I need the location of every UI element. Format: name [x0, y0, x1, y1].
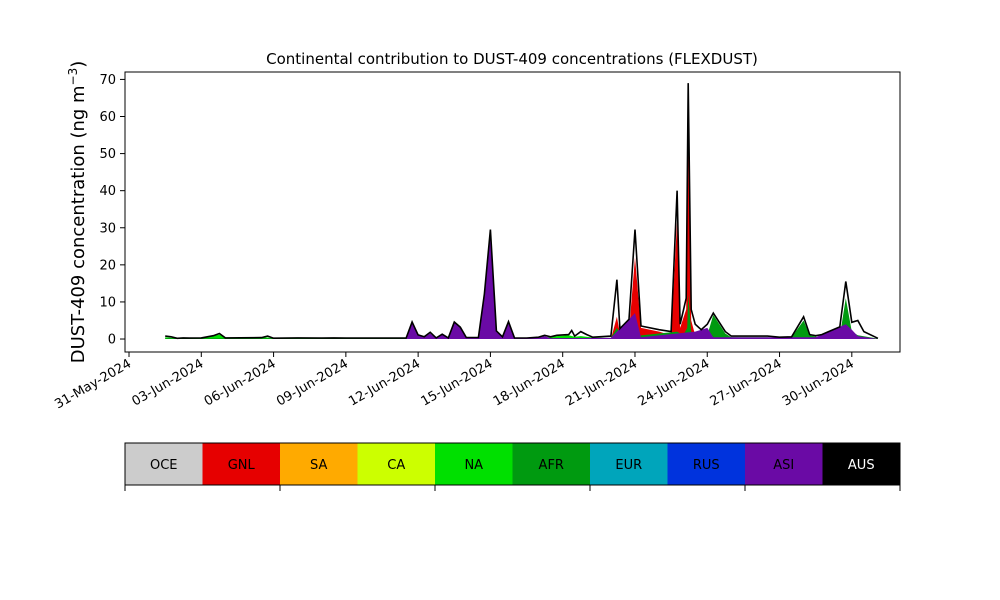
chart-title: Continental contribution to DUST-409 con… — [266, 50, 758, 68]
y-axis-label-main: DUST-409 concentration (ng m — [68, 85, 89, 363]
legend-swatch-eur — [590, 443, 668, 485]
legend-label-oce: OCE — [150, 458, 178, 473]
y-tick-label: 0 — [108, 333, 116, 348]
legend-swatch-gnl — [202, 443, 281, 485]
legend-label-rus: RUS — [693, 458, 720, 473]
x-tick-label: 30-Jun-2024 — [780, 356, 857, 409]
legend-swatch-rus — [667, 443, 746, 485]
legend-swatch-sa — [280, 443, 358, 485]
x-tick-label: 27-Jun-2024 — [708, 356, 785, 409]
x-tick-label: 21-Jun-2024 — [563, 356, 640, 409]
y-tick-label: 50 — [99, 147, 116, 162]
y-axis-label-close: ) — [68, 61, 89, 68]
x-tick-label: 09-Jun-2024 — [274, 356, 351, 409]
y-tick-label: 30 — [99, 221, 116, 236]
y-tick-label: 60 — [99, 110, 116, 125]
legend-swatch-oce — [125, 443, 203, 485]
series-area-asi — [165, 229, 878, 339]
legend-label-na: NA — [464, 458, 483, 473]
series-area-afr — [165, 294, 878, 339]
x-tick-label: 12-Jun-2024 — [346, 356, 423, 409]
y-tick-label: 20 — [99, 258, 116, 273]
legend-frame — [124, 442, 901, 486]
x-tick-label: 24-Jun-2024 — [635, 356, 712, 409]
total-outline — [165, 83, 879, 340]
legend-label-gnl: GNL — [228, 458, 256, 473]
x-axis: 31-May-202403-Jun-202406-Jun-202409-Jun-… — [52, 352, 857, 412]
x-tick-label: 18-Jun-2024 — [491, 356, 568, 409]
legend-label-sa: SA — [310, 458, 327, 473]
x-tick-label: 06-Jun-2024 — [202, 356, 279, 409]
series-layer — [165, 135, 878, 339]
y-axis-label-exponent: −3 — [66, 68, 80, 86]
legend-label-ca: CA — [387, 458, 405, 473]
legend-swatch-aus — [822, 443, 901, 485]
y-tick-label: 70 — [99, 73, 116, 88]
legend-label-aus: AUS — [848, 458, 875, 473]
y-axis: 0 10 20 30 40 50 60 70 — [99, 73, 125, 348]
legend-label-eur: EUR — [615, 458, 642, 473]
legend-colorbar: OCE GNL SA CA NA AFR EUR RUS ASI AUS — [124, 442, 901, 491]
series-area-gnl — [165, 135, 878, 339]
y-tick-label: 10 — [99, 295, 116, 310]
legend-swatch-asi — [745, 443, 823, 485]
legend-swatch-ca — [357, 443, 436, 485]
legend-swatch-na — [435, 443, 513, 485]
legend-swatch-afr — [512, 443, 591, 485]
x-tick-label: 03-Jun-2024 — [129, 356, 206, 409]
y-tick-label: 40 — [99, 184, 116, 199]
x-tick-label: 15-Jun-2024 — [419, 356, 496, 409]
plot-frame — [124, 71, 901, 353]
x-tick-label: 31-May-2024 — [52, 356, 134, 412]
legend-label-asi: ASI — [773, 458, 794, 473]
plot-area — [124, 71, 901, 353]
y-axis-label: DUST-409 concentration (ng m−3) — [66, 61, 89, 364]
legend-label-afr: AFR — [539, 458, 564, 473]
